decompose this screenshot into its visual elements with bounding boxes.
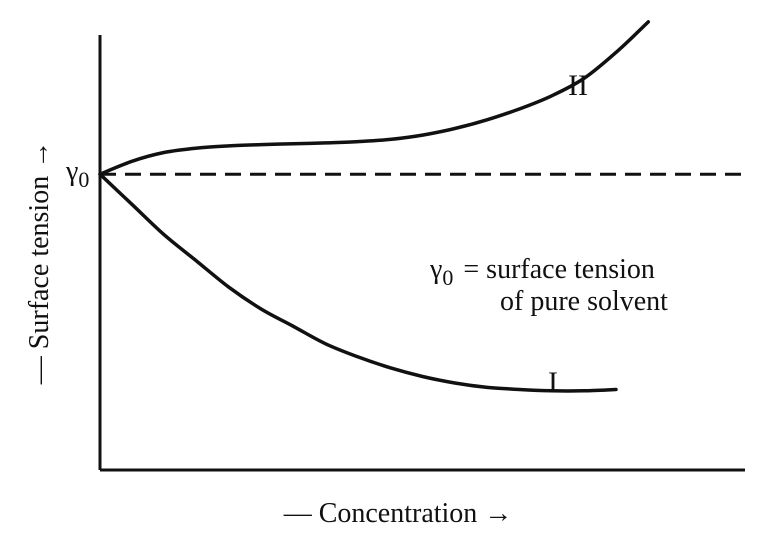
series-line-I <box>98 172 618 393</box>
annotation-line-1: γ0 = surface tension <box>429 254 655 290</box>
x-axis-label: — Concentration → <box>283 498 513 529</box>
y-tick-label-gamma0: γ0 <box>65 156 89 192</box>
annotation-line-2: of pure solvent <box>500 286 668 317</box>
series-label-I: I <box>548 366 558 399</box>
series-label-II: II <box>568 69 588 102</box>
y-axis-label: — Surface tension → <box>24 141 55 385</box>
series-line-II <box>98 20 651 176</box>
